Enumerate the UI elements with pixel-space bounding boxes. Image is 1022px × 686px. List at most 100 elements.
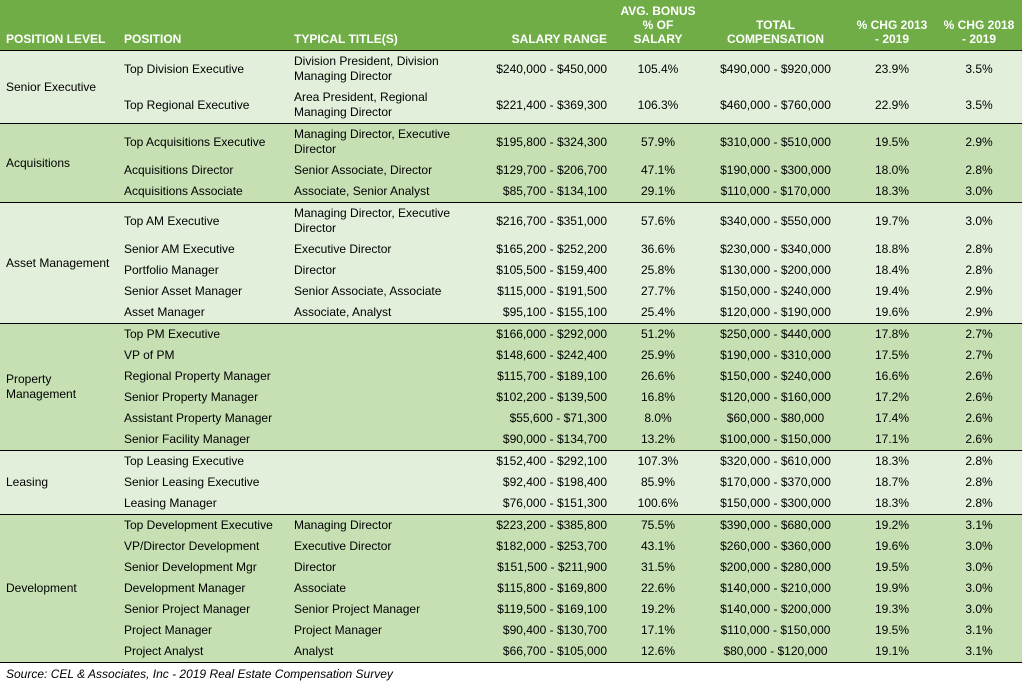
source-text: Source: CEL & Associates, Inc - 2019 Rea… [0,663,1022,686]
table-row: Project AnalystAnalyst$66,700 - $105,000… [0,641,1022,663]
chg1-cell: 18.7% [848,472,936,493]
level-cell: Asset Management [0,203,118,324]
position-cell: Senior Property Manager [118,387,288,408]
salary-cell: $66,700 - $105,000 [473,641,613,663]
position-cell: Top Development Executive [118,515,288,537]
position-cell: Senior Project Manager [118,599,288,620]
titles-cell [288,493,473,515]
salary-cell: $152,400 - $292,100 [473,451,613,473]
position-cell: Acquisitions Director [118,160,288,181]
total-cell: $170,000 - $370,000 [703,472,848,493]
chg2-cell: 2.8% [936,260,1022,281]
chg2-cell: 2.6% [936,387,1022,408]
chg2-cell: 2.7% [936,345,1022,366]
chg1-cell: 19.6% [848,536,936,557]
position-cell: Top PM Executive [118,324,288,346]
salary-cell: $182,000 - $253,700 [473,536,613,557]
total-cell: $150,000 - $300,000 [703,493,848,515]
total-cell: $310,000 - $510,000 [703,124,848,161]
table-header: POSITION LEVEL POSITION TYPICAL TITLE(S)… [0,0,1022,51]
salary-cell: $216,700 - $351,000 [473,203,613,240]
salary-cell: $148,600 - $242,400 [473,345,613,366]
total-cell: $320,000 - $610,000 [703,451,848,473]
salary-cell: $151,500 - $211,900 [473,557,613,578]
bonus-cell: 12.6% [613,641,703,663]
titles-cell: Director [288,557,473,578]
chg2-cell: 3.5% [936,51,1022,88]
salary-cell: $165,200 - $252,200 [473,239,613,260]
chg1-cell: 17.5% [848,345,936,366]
chg1-cell: 17.2% [848,387,936,408]
table-row: Acquisitions DirectorSenior Associate, D… [0,160,1022,181]
table-row: Senior Asset ManagerSenior Associate, As… [0,281,1022,302]
group-asset-management: Asset ManagementTop AM ExecutiveManaging… [0,203,1022,324]
total-cell: $230,000 - $340,000 [703,239,848,260]
level-cell: Acquisitions [0,124,118,203]
titles-cell: Senior Associate, Associate [288,281,473,302]
bonus-cell: 106.3% [613,87,703,124]
total-cell: $150,000 - $240,000 [703,366,848,387]
salary-cell: $105,500 - $159,400 [473,260,613,281]
bonus-cell: 25.8% [613,260,703,281]
position-cell: VP of PM [118,345,288,366]
level-cell: Senior Executive [0,51,118,124]
table-row: Senior Property Manager$102,200 - $139,5… [0,387,1022,408]
table-row: Senior Project ManagerSenior Project Man… [0,599,1022,620]
position-cell: Senior AM Executive [118,239,288,260]
salary-cell: $240,000 - $450,000 [473,51,613,88]
position-cell: Acquisitions Associate [118,181,288,203]
position-cell: Leasing Manager [118,493,288,515]
total-cell: $150,000 - $240,000 [703,281,848,302]
bonus-cell: 13.2% [613,429,703,451]
chg2-cell: 3.0% [936,599,1022,620]
position-cell: VP/Director Development [118,536,288,557]
bonus-cell: 8.0% [613,408,703,429]
chg2-cell: 3.0% [936,181,1022,203]
chg2-cell: 2.6% [936,366,1022,387]
salary-cell: $223,200 - $385,800 [473,515,613,537]
group-senior-executive: Senior ExecutiveTop Division ExecutiveDi… [0,51,1022,124]
table-row: Senior ExecutiveTop Division ExecutiveDi… [0,51,1022,88]
total-cell: $120,000 - $160,000 [703,387,848,408]
bonus-cell: 47.1% [613,160,703,181]
titles-cell: Director [288,260,473,281]
table-row: Property ManagementTop PM Executive$166,… [0,324,1022,346]
position-cell: Top Leasing Executive [118,451,288,473]
chg1-cell: 19.9% [848,578,936,599]
table-row: Regional Property Manager$115,700 - $189… [0,366,1022,387]
salary-cell: $76,000 - $151,300 [473,493,613,515]
position-cell: Portfolio Manager [118,260,288,281]
table-row: Senior Leasing Executive$92,400 - $198,4… [0,472,1022,493]
position-cell: Top Acquisitions Executive [118,124,288,161]
titles-cell [288,472,473,493]
total-cell: $250,000 - $440,000 [703,324,848,346]
chg1-cell: 19.5% [848,620,936,641]
titles-cell: Area President, Regional Managing Direct… [288,87,473,124]
table-row: Senior AM ExecutiveExecutive Director$16… [0,239,1022,260]
table-row: Top Regional ExecutiveArea President, Re… [0,87,1022,124]
chg1-cell: 19.6% [848,302,936,324]
chg2-cell: 2.8% [936,451,1022,473]
bonus-cell: 100.6% [613,493,703,515]
chg2-cell: 2.6% [936,429,1022,451]
titles-cell: Managing Director [288,515,473,537]
bonus-cell: 19.2% [613,599,703,620]
table-row: VP of PM$148,600 - $242,40025.9%$190,000… [0,345,1022,366]
titles-cell: Associate [288,578,473,599]
position-cell: Top Regional Executive [118,87,288,124]
chg2-cell: 3.5% [936,87,1022,124]
total-cell: $190,000 - $300,000 [703,160,848,181]
total-cell: $260,000 - $360,000 [703,536,848,557]
bonus-cell: 51.2% [613,324,703,346]
col-header-bonus: AVG. BONUS % OF SALARY [613,0,703,51]
titles-cell: Analyst [288,641,473,663]
titles-cell [288,408,473,429]
table-row: Development ManagerAssociate$115,800 - $… [0,578,1022,599]
group-property-management: Property ManagementTop PM Executive$166,… [0,324,1022,451]
col-header-chg1: % CHG 2013 - 2019 [848,0,936,51]
salary-cell: $92,400 - $198,400 [473,472,613,493]
chg2-cell: 2.7% [936,324,1022,346]
col-header-total: TOTAL COMPENSATION [703,0,848,51]
bonus-cell: 85.9% [613,472,703,493]
table-row: Project ManagerProject Manager$90,400 - … [0,620,1022,641]
